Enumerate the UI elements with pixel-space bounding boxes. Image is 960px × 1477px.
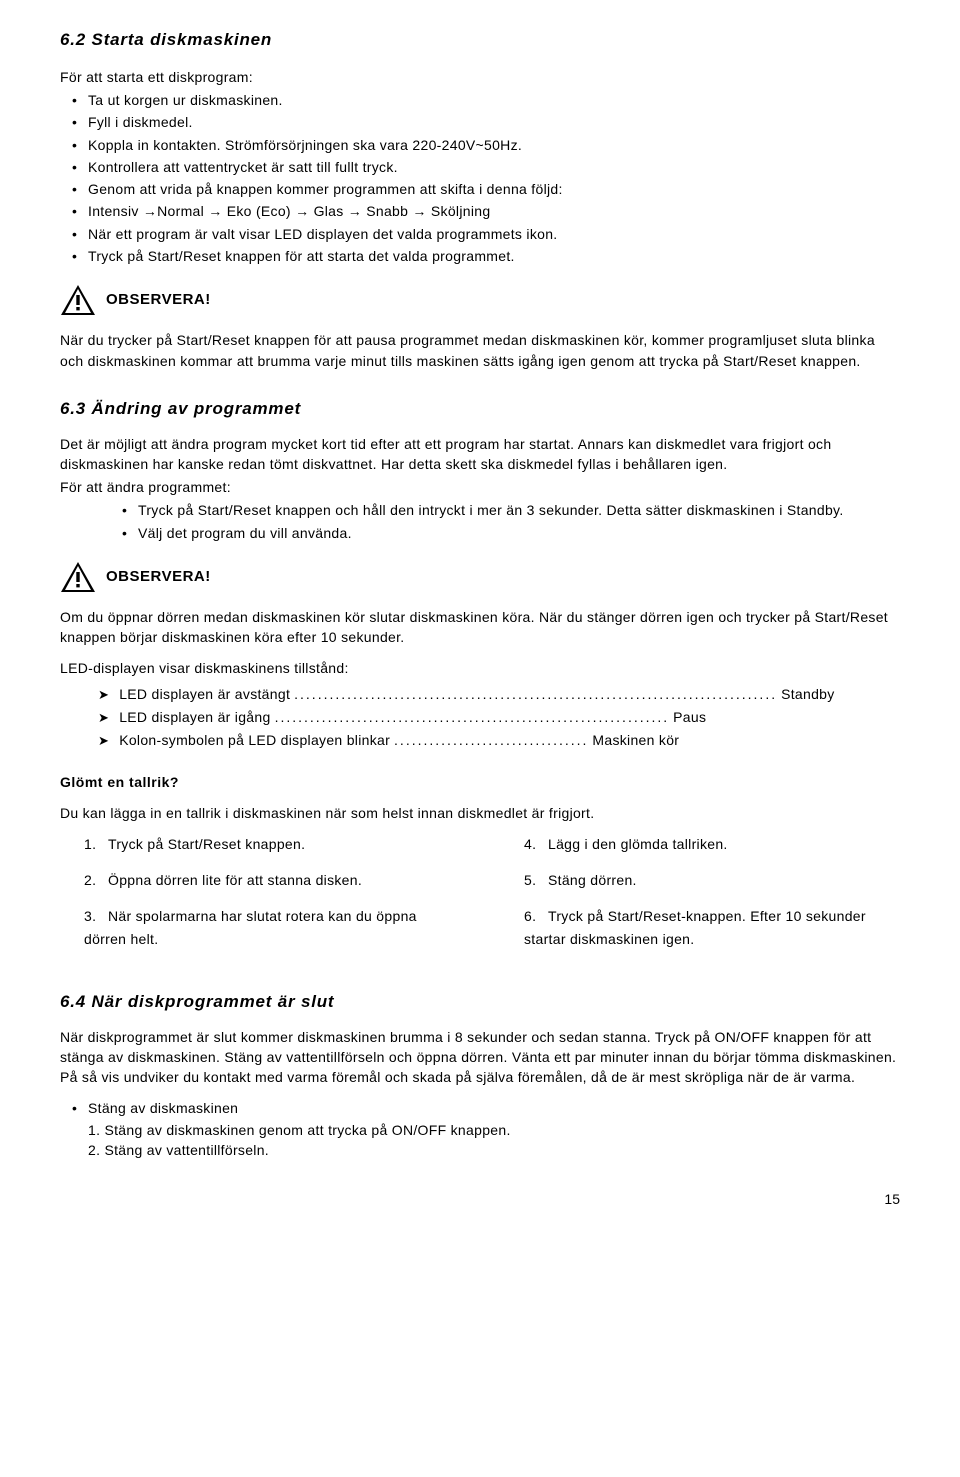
section-6-2-bullets: Ta ut korgen ur diskmaskinen. Fyll i dis…: [60, 90, 900, 266]
section-6-4-bullets: Stäng av diskmaskinen 1. Stäng av diskma…: [60, 1098, 900, 1161]
led-lead: Kolon-symbolen på LED displayen blinkar: [119, 730, 390, 750]
page-number: 15: [60, 1189, 900, 1209]
observe-body-2: Om du öppnar dörren medan diskmaskinen k…: [60, 607, 900, 648]
observe-label: OBSERVERA!: [106, 566, 211, 588]
steps-right-column: 4.Lägg i den glömda tallriken. 5.Stäng d…: [500, 833, 900, 964]
list-item: Stäng av diskmaskinen 1. Stäng av diskma…: [60, 1098, 900, 1161]
step-item: 1.Tryck på Start/Reset knappen.: [84, 833, 460, 857]
led-end: Standby: [781, 684, 834, 704]
step-item: 6.Tryck på Start/Reset-knappen. Efter 10…: [524, 905, 900, 953]
observe-label: OBSERVERA!: [106, 289, 211, 311]
section-6-4-heading: 6.4 När diskprogrammet är slut: [60, 990, 900, 1015]
step-item: 2.Öppna dörren lite för att stanna diske…: [84, 869, 460, 893]
led-lead: LED displayen är igång: [119, 707, 270, 727]
section-6-3-bullets: Tryck på Start/Reset knappen och håll de…: [60, 500, 900, 543]
sub-step: 2. Stäng av vattentillförseln.: [88, 1140, 900, 1160]
led-item: ➤ LED displayen är avstängt ............…: [98, 684, 900, 705]
led-lead: LED displayen är avstängt: [119, 684, 290, 704]
steps-left-column: 1.Tryck på Start/Reset knappen. 2.Öppna …: [60, 833, 460, 964]
list-item: Välj det program du vill använda.: [60, 523, 900, 543]
list-item: Fyll i diskmedel.: [60, 112, 900, 132]
list-item: Koppla in kontakten. Strömförsörjningen …: [60, 135, 900, 155]
step-item: 5.Stäng dörren.: [524, 869, 900, 893]
forgot-plate-heading: Glömt en tallrik?: [60, 772, 900, 792]
led-end: Paus: [673, 707, 706, 727]
pointer-icon: ➤: [98, 686, 109, 705]
leader-dots: ........................................…: [294, 684, 777, 704]
led-intro: LED-displayen visar diskmaskinens tillst…: [60, 658, 900, 678]
section-6-2-intro: För att starta ett diskprogram:: [60, 67, 900, 87]
list-item: När ett program är valt visar LED displa…: [60, 224, 900, 244]
pointer-icon: ➤: [98, 732, 109, 751]
led-item: ➤ Kolon-symbolen på LED displayen blinka…: [98, 730, 900, 751]
led-end: Maskinen kör: [592, 730, 679, 750]
led-item: ➤ LED displayen är igång ...............…: [98, 707, 900, 728]
warning-icon: [60, 561, 96, 593]
warning-icon: [60, 284, 96, 316]
section-6-3-para2: För att ändra programmet:: [60, 477, 900, 497]
led-status-list: ➤ LED displayen är avstängt ............…: [98, 684, 900, 751]
bullet-head: Stäng av diskmaskinen: [88, 1100, 238, 1116]
forgot-plate-intro: Du kan lägga in en tallrik i diskmaskine…: [60, 803, 900, 823]
leader-dots: .................................: [394, 730, 588, 750]
section-6-4-para: När diskprogrammet är slut kommer diskma…: [60, 1027, 900, 1088]
section-6-2-heading: 6.2 Starta diskmaskinen: [60, 28, 900, 53]
pointer-icon: ➤: [98, 709, 109, 728]
observe-callout: OBSERVERA!: [60, 284, 900, 316]
list-item: Ta ut korgen ur diskmaskinen.: [60, 90, 900, 110]
step-item: 4.Lägg i den glömda tallriken.: [524, 833, 900, 857]
section-6-3-heading: 6.3 Ändring av programmet: [60, 397, 900, 422]
list-item: Tryck på Start/Reset knappen för att sta…: [60, 246, 900, 266]
list-item: Genom att vrida på knappen kommer progra…: [60, 179, 900, 199]
forgot-steps-columns: 1.Tryck på Start/Reset knappen. 2.Öppna …: [60, 833, 900, 964]
list-item: Tryck på Start/Reset knappen och håll de…: [60, 500, 900, 520]
list-item: Kontrollera att vattentrycket är satt ti…: [60, 157, 900, 177]
observe-callout: OBSERVERA!: [60, 561, 900, 593]
section-6-3-para1: Det är möjligt att ändra program mycket …: [60, 434, 900, 475]
observe-body: När du trycker på Start/Reset knappen fö…: [60, 330, 900, 371]
sub-step: 1. Stäng av diskmaskinen genom att tryck…: [88, 1120, 900, 1140]
list-item: Intensiv →Normal → Eko (Eco) → Glas → Sn…: [60, 201, 900, 221]
step-item: 3.När spolarmarna har slutat rotera kan …: [84, 905, 460, 953]
leader-dots: ........................................…: [275, 707, 670, 727]
